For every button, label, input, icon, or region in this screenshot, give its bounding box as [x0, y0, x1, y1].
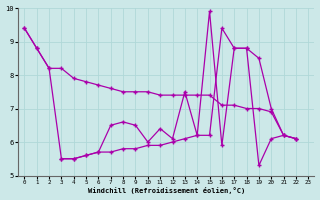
X-axis label: Windchill (Refroidissement éolien,°C): Windchill (Refroidissement éolien,°C) [88, 187, 245, 194]
